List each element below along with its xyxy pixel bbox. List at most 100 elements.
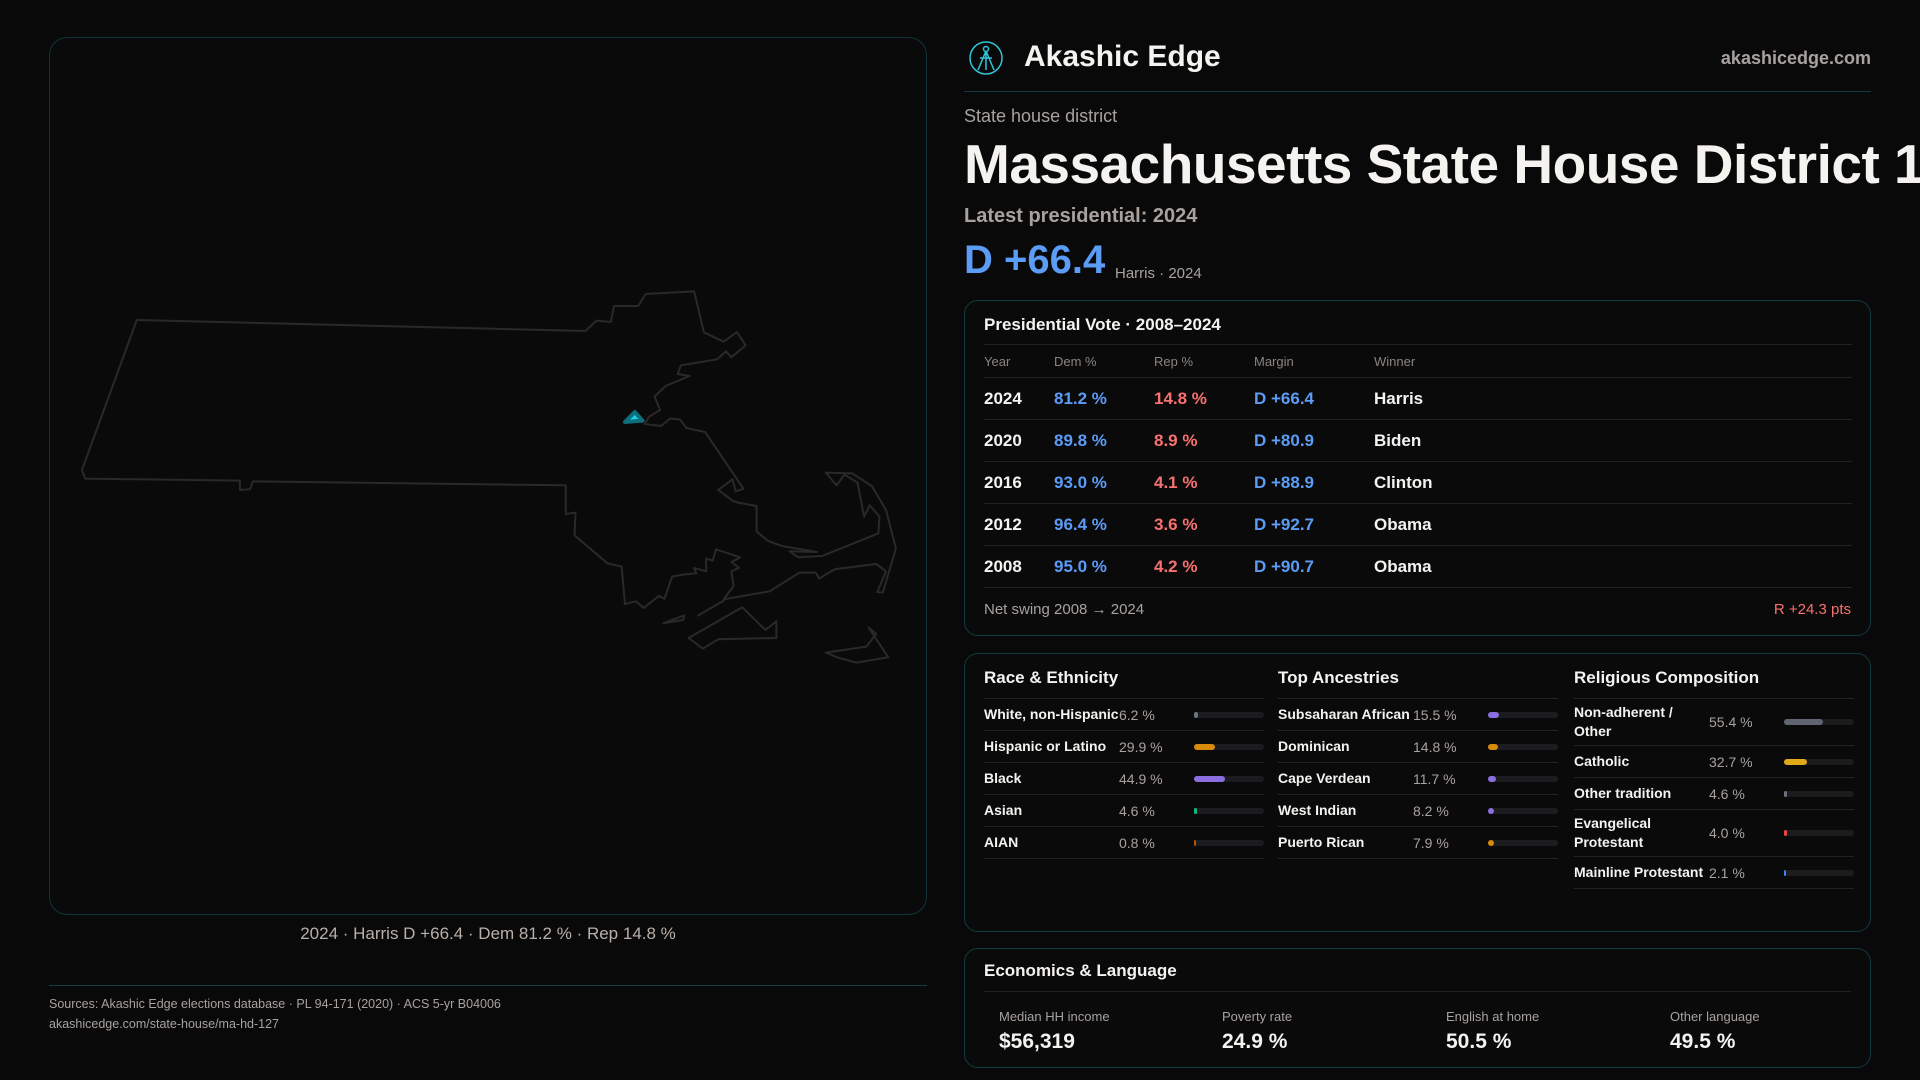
map-panel[interactable] [49, 37, 927, 915]
bar-fill [1194, 807, 1198, 814]
item-percent: 29.9 % [1119, 738, 1163, 755]
item-label: Other tradition [1574, 785, 1672, 801]
rep-pct-cell: 3.6 % [1154, 514, 1198, 534]
presidential-table: Year Dem % Rep % Margin Winner 2024 81.2 … [984, 344, 1852, 588]
stat-median-hh-income: Median HH income $56,319 [999, 1009, 1110, 1054]
stat-other-language: Other language 49.5 % [1670, 1009, 1760, 1054]
bar-track [1784, 830, 1854, 836]
stat-poverty-rate: Poverty rate 24.9 % [1222, 1009, 1292, 1054]
bar-fill [1488, 775, 1497, 782]
item-percent: 0.8 % [1119, 834, 1155, 851]
winner-cell: Biden [1374, 430, 1422, 450]
brand-name[interactable]: Akashic Edge [1024, 40, 1221, 73]
list-item: West Indian 8.2 % [1278, 795, 1558, 827]
table-row: 2008 95.0 % 4.2 % D +90.7 Obama [984, 546, 1852, 588]
item-label: White, non-Hispanic [984, 706, 1119, 722]
akashic-edge-logo-icon[interactable] [968, 40, 1004, 76]
item-percent: 6.2 % [1119, 706, 1155, 723]
brand-url-link[interactable]: akashicedge.com [1720, 48, 1871, 68]
item-label: West Indian [1278, 802, 1357, 818]
net-swing-value: R +24.3 pts [1773, 601, 1851, 618]
demographic-column: Top Ancestries Subsaharan African 15.5 % Do… [1278, 668, 1558, 859]
stat-value: 50.5 % [1446, 1030, 1512, 1053]
year-cell: 2016 [984, 472, 1022, 492]
dem-pct-cell: 93.0 % [1054, 472, 1107, 492]
card-title: Presidential Vote · 2008–2024 [984, 315, 1221, 334]
latest-presidential: Latest presidential: 2024 [964, 205, 1198, 227]
headline-margin-sub: Harris · 2024 [1115, 265, 1202, 282]
item-percent: 11.7 % [1413, 770, 1456, 787]
bar-fill [1488, 807, 1494, 814]
item-label: Black [984, 770, 1022, 786]
item-label: Catholic [1574, 753, 1630, 769]
bar-track [1488, 743, 1558, 750]
list-item: Cape Verdean 11.7 % [1278, 763, 1558, 795]
footer: Sources: Akashic Edge elections database… [49, 985, 927, 1034]
item-percent: 2.1 % [1709, 864, 1745, 881]
margin-cell: D +90.7 [1254, 556, 1315, 576]
column-header-winner: Winner [1374, 353, 1416, 369]
district-type: State house district [964, 106, 1118, 126]
card-title: Economics & Language [984, 961, 1177, 980]
net-swing-label: Net swing 2008 → 2024 [984, 601, 1145, 618]
item-percent: 15.5 % [1413, 706, 1457, 723]
page-link[interactable]: akashicedge.com/state-house/ma-hd-127 [49, 1017, 279, 1031]
margin-cell: D +88.9 [1254, 472, 1315, 492]
column-header-margin: Margin [1254, 353, 1294, 369]
headline-margin: D +66.4 [964, 238, 1106, 282]
sources-text: Sources: Akashic Edge elections database… [49, 997, 501, 1011]
list-item: Catholic 32.7 % [1574, 746, 1854, 778]
item-label: Cape Verdean [1278, 770, 1371, 786]
bar-track [1784, 719, 1854, 725]
brand-header: Akashic Edge akashicedge.com [964, 36, 1871, 92]
rep-pct-cell: 14.8 % [1154, 388, 1207, 408]
table-row: 2024 81.2 % 14.8 % D +66.4 Harris [984, 378, 1852, 420]
column-header-dem: Dem % [1054, 353, 1097, 369]
bar-fill [1784, 790, 1788, 797]
list-item: Mainline Protestant 2.1 % [1574, 857, 1854, 889]
list-item: Dominican 14.8 % [1278, 731, 1558, 763]
item-label: Evangelical Protestant [1574, 815, 1652, 850]
list-item: Non-adherent / Other 55.4 % [1574, 699, 1854, 746]
winner-cell: Obama [1374, 514, 1432, 534]
stat-label: Median HH income [999, 1009, 1110, 1024]
bar-track [1194, 807, 1264, 814]
item-label: Dominican [1278, 738, 1350, 754]
dem-pct-cell: 96.4 % [1054, 514, 1107, 534]
bar-fill [1488, 743, 1499, 750]
stat-english-at-home: English at home 50.5 % [1446, 1009, 1539, 1054]
bar-track [1784, 758, 1854, 765]
bar-track [1194, 743, 1264, 750]
table-row: 2016 93.0 % 4.1 % D +88.9 Clinton [984, 462, 1852, 504]
item-label: Non-adherent / Other [1574, 704, 1673, 739]
item-percent: 44.9 % [1119, 770, 1163, 787]
bar-track [1488, 711, 1558, 718]
item-percent: 32.7 % [1709, 753, 1753, 770]
bar-fill [1194, 839, 1196, 846]
list-item: White, non-Hispanic 6.2 % [984, 699, 1264, 731]
bar-fill [1784, 869, 1786, 876]
item-percent: 14.8 % [1413, 738, 1457, 755]
rep-pct-cell: 4.2 % [1154, 556, 1198, 576]
year-cell: 2020 [984, 430, 1022, 450]
dem-pct-cell: 81.2 % [1054, 388, 1107, 408]
item-percent: 7.9 % [1413, 834, 1449, 851]
list-item: Puerto Rican 7.9 % [1278, 827, 1558, 859]
item-percent: 4.0 % [1709, 825, 1745, 841]
list-item: Hispanic or Latino 29.9 % [984, 731, 1264, 763]
divider [984, 991, 1851, 992]
demographics-card: Race & Ethnicity White, non-Hispanic 6.2 %… [964, 653, 1871, 932]
stat-label: Other language [1670, 1009, 1760, 1024]
stat-label: English at home [1446, 1009, 1540, 1024]
bar-fill [1784, 719, 1823, 725]
item-label: Puerto Rican [1278, 834, 1365, 850]
map-caption: 2024 · Harris D +66.4 · Dem 81.2 % · Rep… [300, 924, 676, 943]
bar-track [1488, 775, 1558, 782]
bar-fill [1488, 711, 1499, 718]
table-row: 2020 89.8 % 8.9 % D +80.9 Biden [984, 420, 1852, 462]
year-cell: 2008 [984, 556, 1022, 576]
bar-fill [1194, 743, 1215, 750]
bar-track [1488, 807, 1558, 814]
section-title: Top Ancestries [1278, 668, 1558, 699]
item-percent: 8.2 % [1413, 802, 1449, 819]
